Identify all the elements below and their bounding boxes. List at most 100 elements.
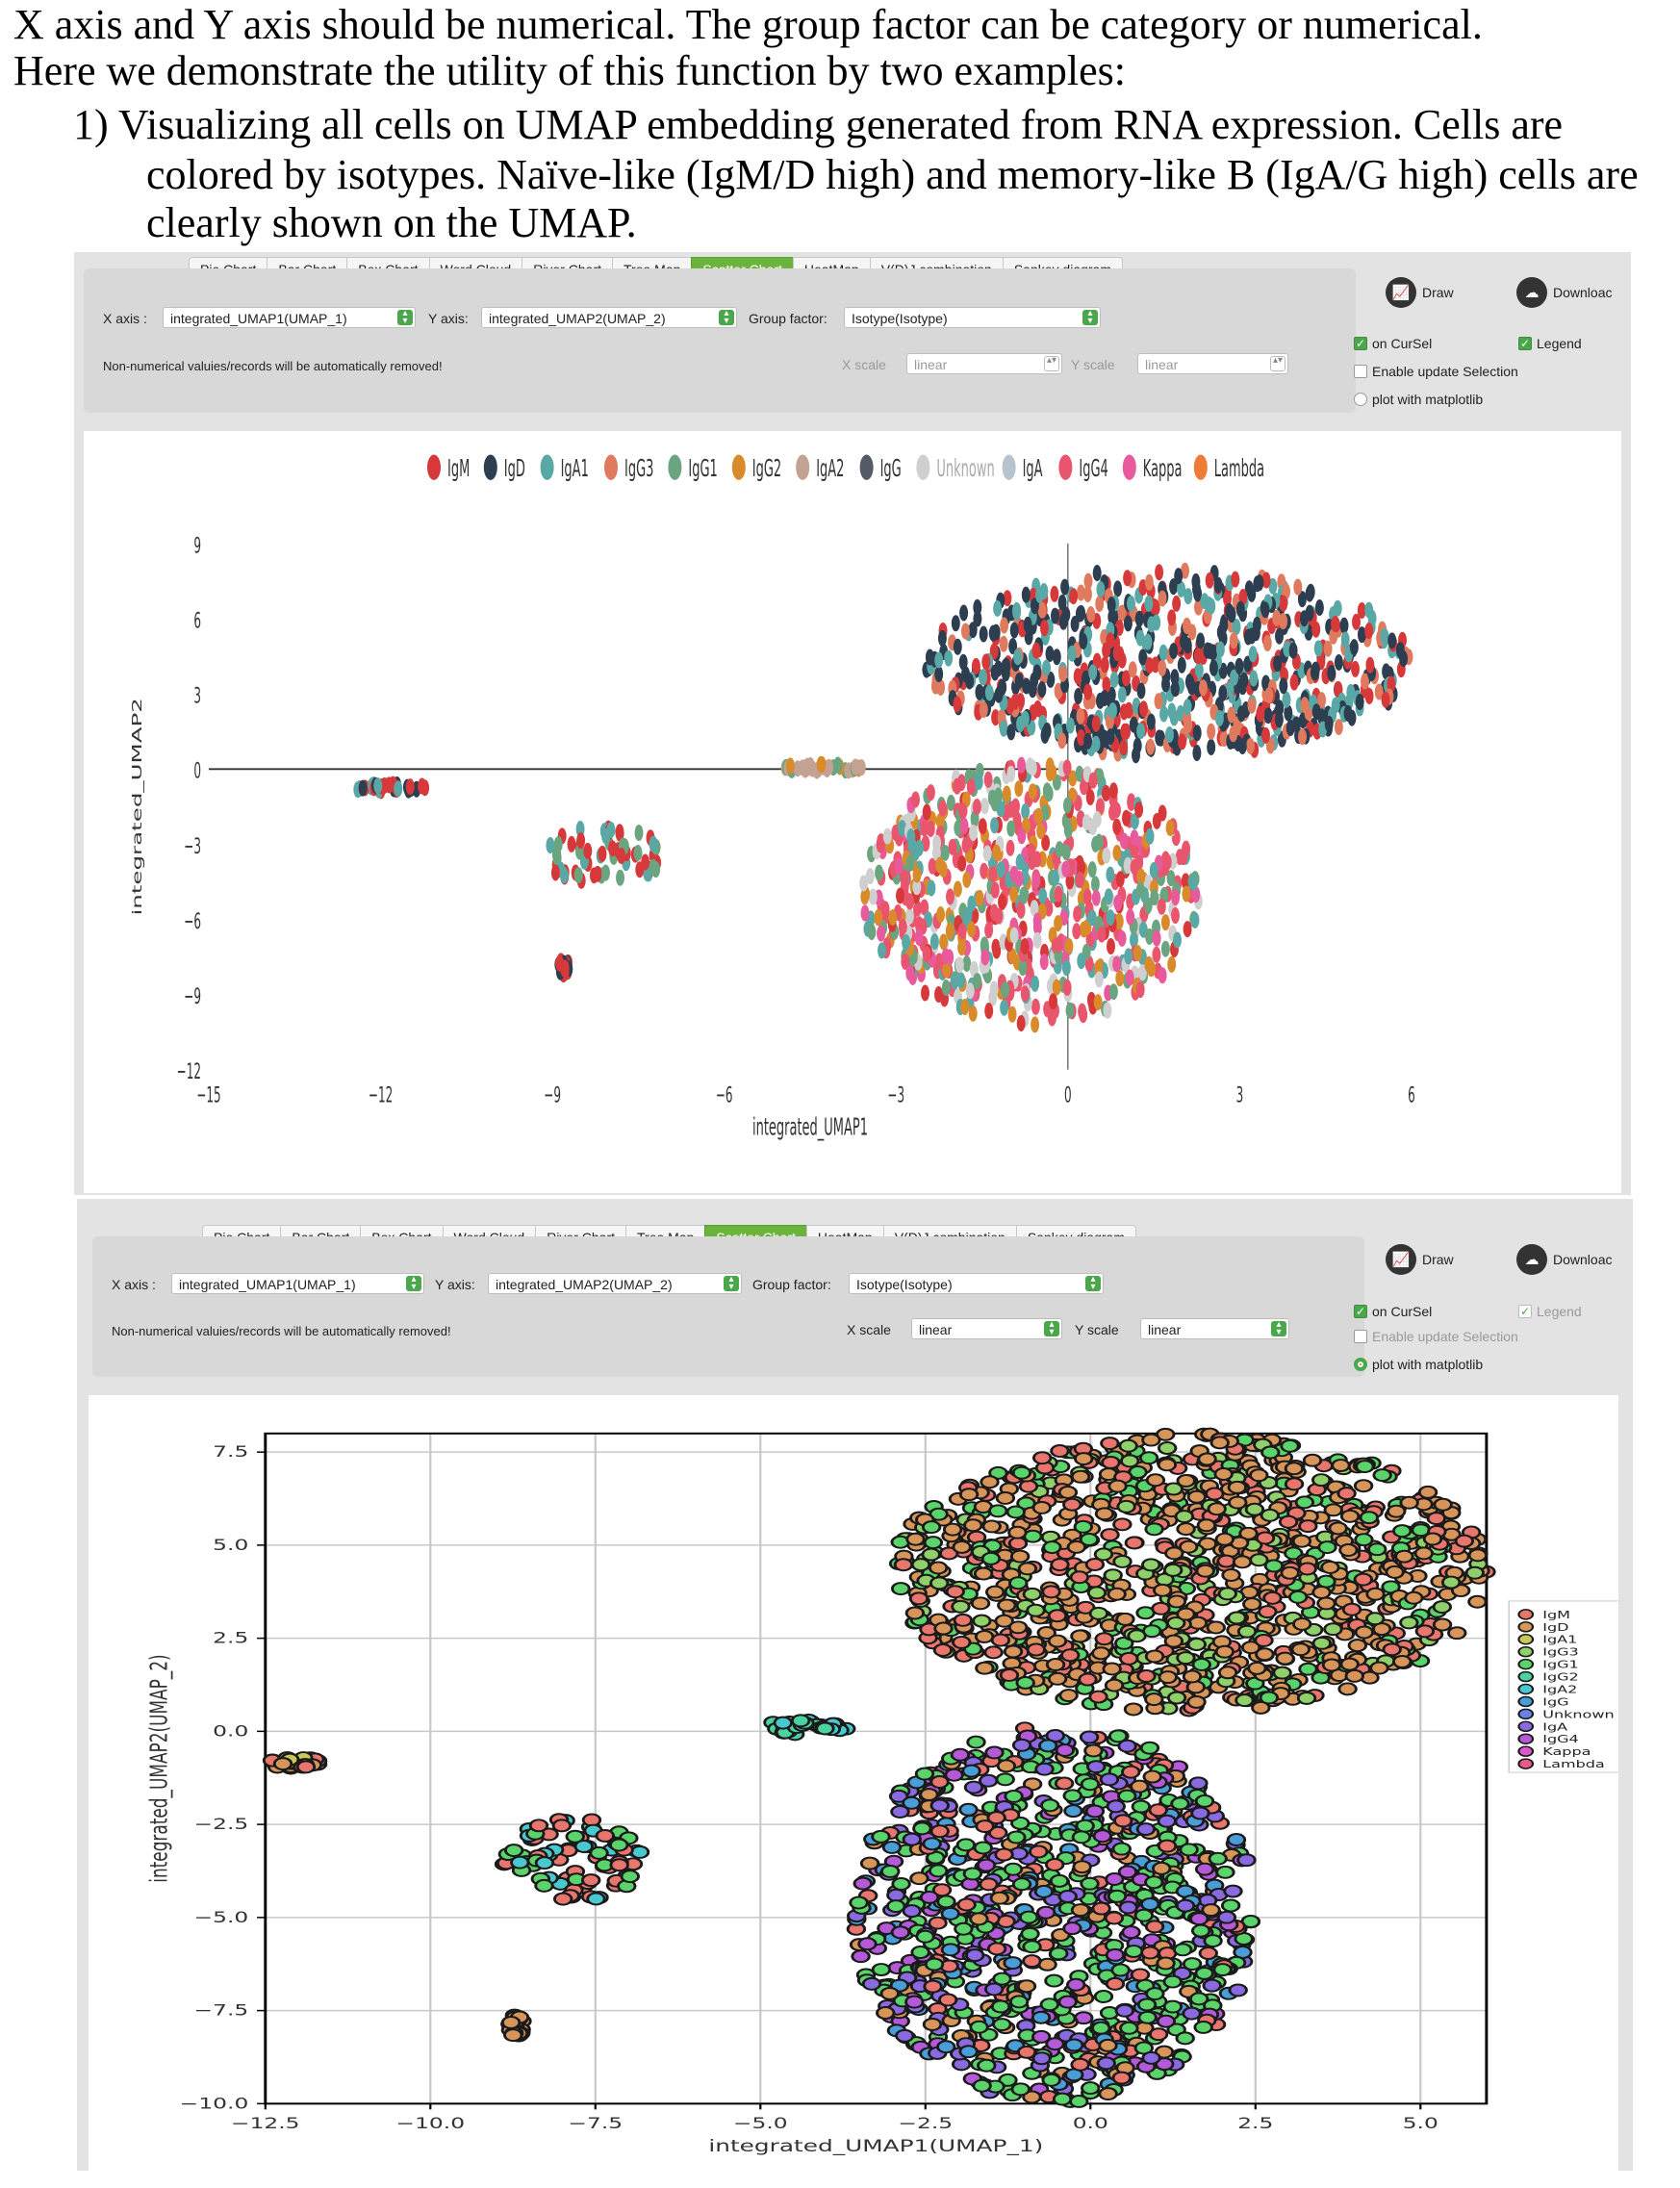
legend-marker[interactable] [1517, 1683, 1535, 1695]
x-axis-select[interactable]: integrated_UMAP1(UMAP_1) ▴ ▾ [163, 307, 416, 328]
legend-label[interactable]: IgA [1023, 455, 1043, 483]
legend-label[interactable]: Lambda [1542, 1759, 1605, 1771]
data-point [989, 643, 999, 660]
legend-label[interactable]: Lambda [1214, 455, 1264, 483]
on-cursel-checkbox[interactable]: ✓ on CurSel [1354, 1304, 1432, 1319]
legend-marker[interactable] [916, 454, 930, 480]
data-point [1077, 858, 1086, 876]
legend-marker[interactable] [1517, 1720, 1535, 1733]
matplotlib-radio[interactable]: plot with matplotlib [1354, 1357, 1483, 1372]
data-point [934, 953, 944, 970]
legend-label[interactable]: IgM [1542, 1609, 1570, 1621]
legend-marker[interactable] [427, 454, 441, 480]
legend-label[interactable]: Kappa [1542, 1746, 1591, 1759]
legend-label[interactable]: IgG4 [1079, 455, 1107, 483]
y-axis-select[interactable]: integrated_UMAP2(UMAP_2) ▴ ▾ [481, 307, 737, 328]
data-point [1003, 590, 1012, 607]
legend-label[interactable]: IgG3 [624, 455, 653, 483]
legend-label[interactable]: IgG3 [1542, 1646, 1579, 1659]
data-point [1145, 1473, 1166, 1488]
legend-marker[interactable] [540, 454, 554, 480]
x-axis-select[interactable]: integrated_UMAP1(UMAP_1) ▴ ▾ [171, 1273, 424, 1294]
group-factor-select[interactable]: Isotype(Isotype) ▴ ▾ [849, 1273, 1104, 1294]
legend-label[interactable]: Kappa [1143, 455, 1183, 483]
x-tick-label: −12 [369, 1083, 393, 1108]
legend-marker[interactable] [1517, 1708, 1535, 1720]
y-scale-select[interactable]: linear ▴▾ [1137, 353, 1288, 374]
legend-label[interactable]: IgG1 [688, 455, 717, 483]
y-axis-select[interactable]: integrated_UMAP2(UMAP_2) ▴ ▾ [488, 1273, 742, 1294]
legend-marker[interactable] [1122, 454, 1136, 480]
legend-marker[interactable] [1193, 454, 1208, 480]
legend-marker[interactable] [796, 454, 810, 480]
data-point [976, 1858, 997, 1872]
data-point [973, 610, 982, 627]
legend-marker[interactable] [731, 454, 746, 480]
data-point [904, 907, 914, 925]
legend-marker[interactable] [1517, 1658, 1535, 1670]
download-button[interactable]: ☁ Downloac [1516, 1244, 1612, 1275]
legend-marker[interactable] [604, 454, 618, 480]
legend-marker[interactable] [1517, 1645, 1535, 1658]
legend-label[interactable]: IgD [504, 455, 525, 483]
legend-marker[interactable] [1517, 1634, 1535, 1645]
group-factor-select[interactable]: Isotype(Isotype) ▴ ▾ [844, 307, 1101, 328]
legend-marker[interactable] [1517, 1621, 1535, 1633]
download-button[interactable]: ☁ Downloac [1516, 277, 1612, 308]
download-label: Downloac [1553, 1252, 1613, 1267]
enable-update-checkbox[interactable]: Enable update Selection [1354, 1329, 1518, 1344]
legend-label[interactable]: IgG2 [1542, 1671, 1579, 1684]
data-point [984, 1585, 1005, 1599]
scatter-points [262, 1427, 1496, 2108]
legend-label[interactable]: IgG4 [1542, 1734, 1579, 1746]
data-point [1162, 1999, 1184, 2014]
legend-label[interactable]: IgA2 [816, 455, 844, 483]
legend-marker[interactable] [1517, 1745, 1535, 1757]
legend-label[interactable]: IgA2 [1542, 1684, 1577, 1696]
on-cursel-checkbox[interactable]: ✓ on CurSel [1354, 336, 1432, 351]
legend-marker[interactable] [859, 454, 874, 480]
matplotlib-radio[interactable]: plot with matplotlib [1354, 392, 1483, 407]
legend-marker[interactable] [1517, 1670, 1535, 1683]
y-scale-select[interactable]: linear ▴▾ [1140, 1318, 1289, 1339]
data-point [962, 1867, 983, 1881]
x-scale-select[interactable]: linear ▴▾ [911, 1318, 1062, 1339]
legend-label[interactable]: IgG2 [752, 455, 781, 483]
legend[interactable]: IgM IgD IgA1 IgG3 IgG1 IgG2 IgA2 IgG Unknown IgA I… [427, 454, 1264, 483]
data-point [1019, 887, 1029, 904]
legend-marker[interactable] [1002, 454, 1016, 480]
legend-marker[interactable] [1517, 1609, 1535, 1620]
data-point [1117, 604, 1127, 622]
legend-marker[interactable] [668, 454, 682, 480]
legend-label[interactable]: IgA1 [1542, 1634, 1577, 1646]
legend-label[interactable]: Unknown [936, 455, 994, 483]
legend-marker[interactable] [1517, 1733, 1535, 1744]
data-point [1467, 1548, 1489, 1563]
data-point [959, 817, 969, 834]
chart-icon: 📈 [1386, 277, 1416, 308]
legend-marker[interactable] [1517, 1758, 1535, 1769]
legend-label[interactable]: IgM [447, 455, 470, 483]
data-point [929, 932, 939, 950]
legend-marker[interactable] [1058, 454, 1073, 480]
data-point [994, 1847, 1014, 1862]
data-point [885, 1899, 906, 1914]
legend-label[interactable]: IgA1 [561, 455, 589, 483]
legend-label[interactable]: IgG1 [1542, 1659, 1579, 1671]
x-scale-select[interactable]: linear ▴▾ [906, 353, 1062, 374]
draw-button[interactable]: 📈 Draw [1386, 1244, 1454, 1275]
legend-label[interactable]: IgA [1542, 1721, 1568, 1734]
legend-label[interactable]: IgG [1542, 1696, 1568, 1709]
data-point [1055, 841, 1064, 858]
legend-marker[interactable] [483, 454, 497, 480]
legend-label[interactable]: IgG [880, 455, 902, 483]
legend-checkbox[interactable]: ✓ Legend [1518, 1304, 1582, 1319]
y-tick-label: 2.5 [213, 1628, 248, 1646]
legend-checkbox[interactable]: ✓ Legend [1518, 336, 1582, 351]
enable-update-checkbox[interactable]: Enable update Selection [1354, 364, 1518, 379]
legend-label[interactable]: IgD [1542, 1621, 1568, 1634]
legend-marker[interactable] [1517, 1695, 1535, 1708]
legend-label[interactable]: Unknown [1542, 1709, 1614, 1721]
draw-button[interactable]: 📈 Draw [1386, 277, 1454, 308]
legend[interactable]: IgMIgDIgA1IgG3IgG1IgG2IgA2IgGUnknownIgAI… [1508, 1600, 1640, 1773]
